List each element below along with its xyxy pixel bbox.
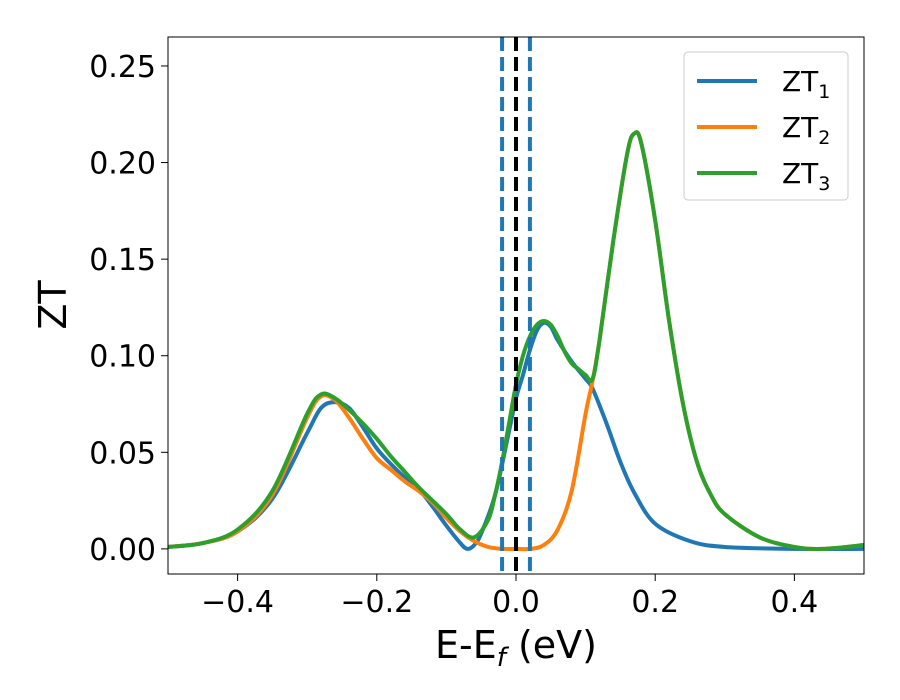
x-tick-label: 0.0 xyxy=(492,585,540,620)
y-tick-label: 0.10 xyxy=(89,340,156,375)
y-tick-label: 0.25 xyxy=(89,50,156,85)
y-tick-label: 0.00 xyxy=(89,533,156,568)
legend-label-1: ZT1 xyxy=(782,65,830,103)
plot-lines xyxy=(168,37,864,574)
x-axis: −0.4 −0.2 0.0 0.2 0.4 xyxy=(201,574,818,620)
y-tick-label: 0.15 xyxy=(89,243,156,278)
y-axis: 0.00 0.05 0.10 0.15 0.20 0.25 xyxy=(89,50,168,568)
x-tick-label: −0.2 xyxy=(340,585,413,620)
legend-label-2: ZT2 xyxy=(782,111,830,149)
legend-label-3: ZT3 xyxy=(782,157,830,195)
x-tick-label: −0.4 xyxy=(201,585,274,620)
y-tick-label: 0.05 xyxy=(89,436,156,471)
x-axis-title: E-Ef (eV) xyxy=(435,623,597,673)
y-axis-title: ZT xyxy=(31,280,75,330)
legend: ZT1 ZT2 ZT3 xyxy=(683,51,849,201)
series-line-1 xyxy=(168,320,864,552)
x-axis-title-main: E-E xyxy=(435,623,497,667)
x-axis-title-unit: (eV) xyxy=(506,623,597,667)
x-tick-label: 0.2 xyxy=(631,585,679,620)
x-tick-label: 0.4 xyxy=(771,585,819,620)
y-tick-label: 0.20 xyxy=(89,147,156,182)
legend-box xyxy=(683,51,849,201)
series-line-3 xyxy=(168,130,864,551)
